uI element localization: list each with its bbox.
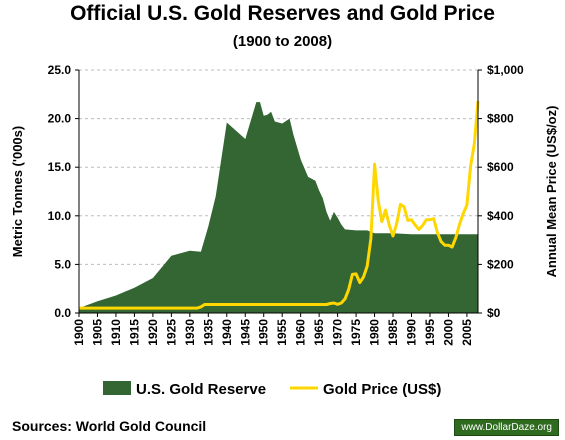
x-tick: 1995 (423, 319, 437, 346)
chart-marks (79, 100, 480, 313)
legend: U.S. Gold Reserve Gold Price (US$) (103, 381, 441, 398)
x-tick: 1910 (109, 319, 123, 346)
x-tick: 1975 (349, 319, 363, 346)
y-tick-left: 20.0 (48, 112, 72, 126)
x-tick: 1965 (312, 319, 326, 346)
line-gold-price (79, 100, 480, 310)
x-tick: 2000 (441, 319, 455, 346)
y-tick-right: $0 (487, 306, 501, 320)
y-tick-right: $400 (487, 209, 514, 223)
y-tick-right: $1,000 (487, 63, 524, 77)
x-tick: 1955 (275, 319, 289, 346)
y-axis-label-right: Annual Mean Price (US$/oz) (544, 106, 559, 278)
x-tick: 1920 (146, 319, 160, 346)
x-tick: 1980 (368, 319, 382, 346)
x-tick: 1925 (164, 319, 178, 346)
x-tick: 1940 (220, 319, 234, 346)
tick-labels: 0.0 5.0 10.0 15.0 20.0 25.0 $0 $200 $400 $600 $800… (48, 63, 524, 346)
area-us-gold-reserve (79, 102, 478, 313)
source-note: Sources: World Gold Council (12, 418, 207, 434)
x-tick: 2005 (460, 319, 474, 346)
axes (75, 69, 482, 317)
x-tick: 1945 (238, 319, 252, 346)
x-tick: 1930 (183, 319, 197, 346)
x-tick: 1935 (201, 319, 215, 346)
legend-swatch-reserve (103, 381, 131, 395)
y-tick-left: 25.0 (48, 63, 72, 77)
y-tick-right: $600 (487, 160, 514, 174)
chart-subtitle: (1900 to 2008) (232, 33, 333, 50)
y-tick-left: 15.0 (48, 160, 72, 174)
legend-label-price: Gold Price (US$) (323, 381, 441, 398)
x-tick: 1950 (257, 319, 271, 346)
y-tick-right: $800 (487, 112, 514, 126)
y-tick-left: 10.0 (48, 209, 72, 223)
chart-title: Official U.S. Gold Reserves and Gold Pri… (70, 2, 495, 25)
y-tick-left: 0.0 (54, 306, 71, 320)
x-tick: 1985 (386, 319, 400, 346)
y-axis-label-left: Metric Tonnes ('000s) (10, 126, 25, 257)
legend-label-reserve: U.S. Gold Reserve (136, 381, 266, 398)
x-tick: 1915 (127, 319, 141, 346)
watermark: www.DollarDaze.org (454, 419, 559, 436)
x-tick: 1970 (331, 319, 345, 346)
x-tick: 1990 (405, 319, 419, 346)
y-tick-right: $200 (487, 257, 514, 271)
x-tick: 1905 (90, 319, 104, 346)
y-tick-left: 5.0 (54, 257, 71, 271)
x-tick: 1960 (294, 319, 308, 346)
x-tick: 1900 (72, 319, 86, 346)
